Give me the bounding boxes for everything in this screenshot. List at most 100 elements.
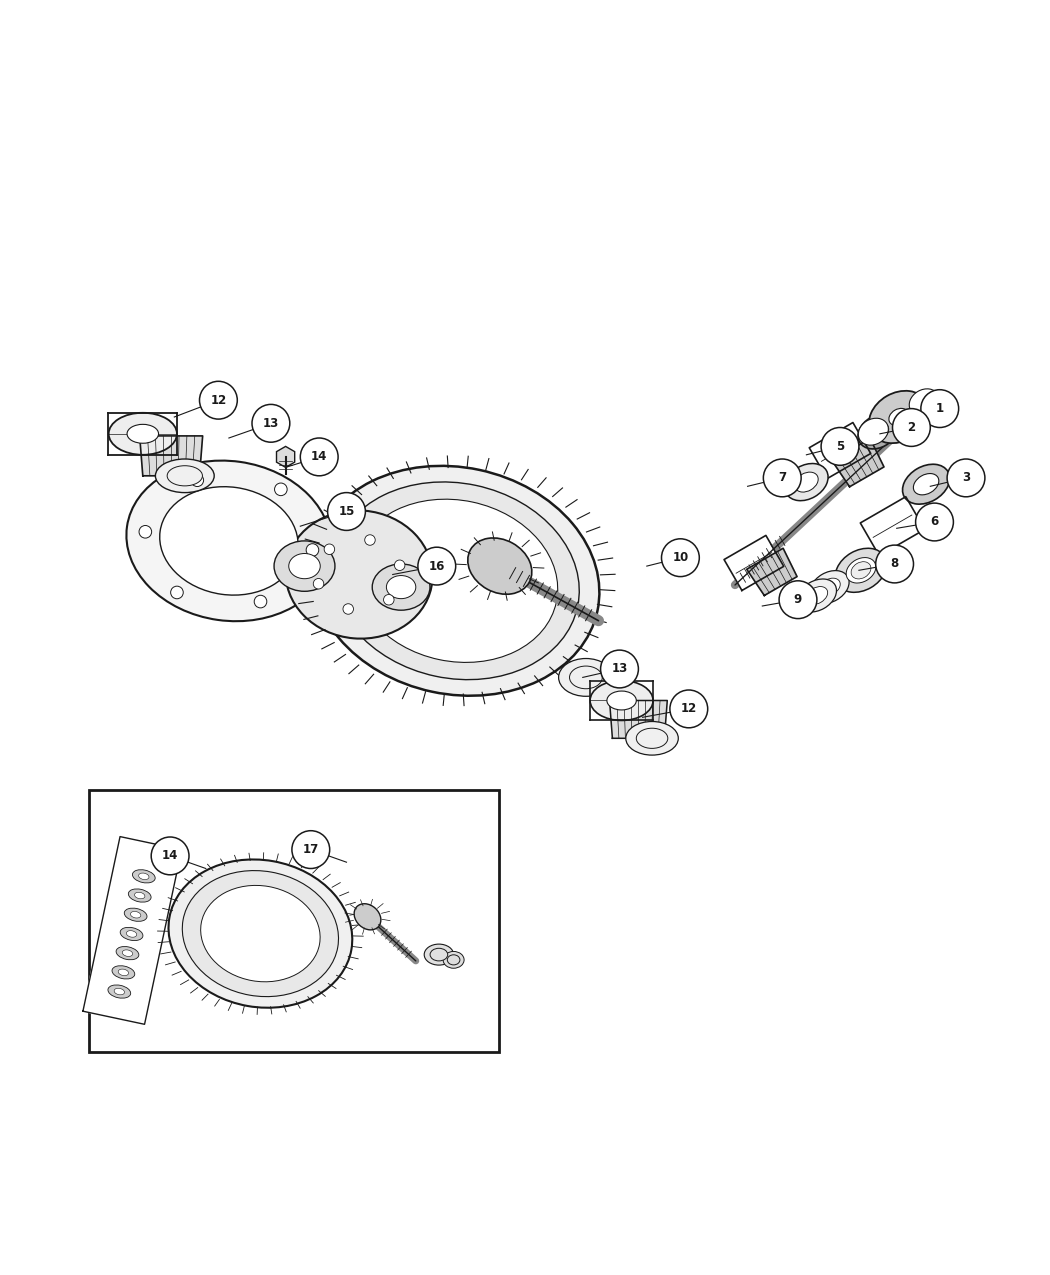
- Circle shape: [821, 427, 859, 465]
- Ellipse shape: [424, 944, 454, 965]
- Text: 3: 3: [962, 472, 970, 484]
- Ellipse shape: [289, 553, 320, 579]
- Circle shape: [947, 459, 985, 497]
- Text: 7: 7: [778, 472, 786, 484]
- Circle shape: [343, 604, 354, 615]
- Circle shape: [254, 595, 267, 608]
- Polygon shape: [810, 422, 870, 478]
- Ellipse shape: [836, 548, 886, 593]
- Ellipse shape: [903, 464, 949, 504]
- Text: 14: 14: [311, 450, 328, 463]
- Ellipse shape: [112, 965, 134, 979]
- Circle shape: [418, 547, 456, 585]
- Ellipse shape: [846, 557, 876, 583]
- Ellipse shape: [167, 465, 203, 486]
- Ellipse shape: [373, 564, 430, 611]
- Ellipse shape: [795, 472, 818, 492]
- Ellipse shape: [312, 465, 600, 696]
- Ellipse shape: [819, 578, 840, 595]
- Circle shape: [876, 546, 914, 583]
- Ellipse shape: [636, 728, 668, 748]
- Ellipse shape: [274, 541, 335, 592]
- Polygon shape: [747, 548, 797, 595]
- Text: 17: 17: [302, 843, 319, 856]
- Circle shape: [763, 459, 801, 497]
- Circle shape: [395, 560, 405, 570]
- Ellipse shape: [109, 413, 176, 455]
- Ellipse shape: [134, 892, 145, 899]
- Ellipse shape: [806, 586, 827, 604]
- Polygon shape: [832, 439, 884, 487]
- Circle shape: [383, 594, 394, 606]
- Ellipse shape: [443, 951, 464, 968]
- Ellipse shape: [354, 500, 558, 663]
- Ellipse shape: [286, 510, 433, 639]
- Ellipse shape: [467, 538, 532, 594]
- Circle shape: [151, 836, 189, 875]
- Circle shape: [328, 492, 365, 530]
- Circle shape: [292, 831, 330, 868]
- Circle shape: [324, 544, 335, 555]
- Circle shape: [191, 474, 204, 487]
- Ellipse shape: [108, 986, 130, 998]
- Circle shape: [364, 534, 375, 546]
- Ellipse shape: [168, 859, 353, 1007]
- Ellipse shape: [332, 482, 580, 680]
- Ellipse shape: [183, 871, 338, 997]
- Ellipse shape: [810, 571, 849, 603]
- Circle shape: [670, 690, 708, 728]
- Polygon shape: [860, 497, 925, 556]
- Ellipse shape: [132, 870, 155, 884]
- Ellipse shape: [128, 889, 151, 903]
- Text: 12: 12: [680, 703, 697, 715]
- Ellipse shape: [386, 575, 416, 599]
- Text: 5: 5: [836, 440, 844, 453]
- Ellipse shape: [784, 464, 828, 501]
- Ellipse shape: [858, 418, 888, 445]
- Ellipse shape: [114, 988, 125, 994]
- FancyBboxPatch shape: [89, 789, 499, 1052]
- Ellipse shape: [430, 949, 447, 961]
- Ellipse shape: [797, 579, 837, 612]
- Ellipse shape: [155, 459, 214, 492]
- Ellipse shape: [869, 391, 928, 444]
- Polygon shape: [724, 536, 783, 590]
- Text: 16: 16: [428, 560, 445, 572]
- Ellipse shape: [130, 912, 141, 918]
- Text: 10: 10: [672, 551, 689, 565]
- Circle shape: [252, 404, 290, 442]
- Ellipse shape: [559, 658, 613, 696]
- Ellipse shape: [201, 885, 320, 982]
- Text: 13: 13: [262, 417, 279, 430]
- Ellipse shape: [126, 460, 332, 621]
- Circle shape: [921, 390, 959, 427]
- Ellipse shape: [120, 927, 143, 941]
- Text: 15: 15: [338, 505, 355, 518]
- Text: 8: 8: [890, 557, 899, 570]
- Circle shape: [171, 586, 184, 599]
- Text: 9: 9: [794, 593, 802, 606]
- Ellipse shape: [867, 422, 888, 441]
- Circle shape: [313, 579, 323, 589]
- Polygon shape: [609, 700, 668, 738]
- Ellipse shape: [858, 414, 898, 449]
- Circle shape: [300, 439, 338, 476]
- Ellipse shape: [852, 562, 870, 579]
- Polygon shape: [83, 836, 182, 1024]
- Text: 2: 2: [907, 421, 916, 434]
- Text: 12: 12: [210, 394, 227, 407]
- Ellipse shape: [119, 969, 128, 975]
- Polygon shape: [140, 436, 203, 476]
- Ellipse shape: [590, 681, 653, 720]
- Ellipse shape: [124, 908, 147, 922]
- Ellipse shape: [139, 873, 149, 880]
- Text: 14: 14: [162, 849, 178, 862]
- Ellipse shape: [117, 946, 139, 960]
- Ellipse shape: [889, 408, 908, 426]
- Text: 1: 1: [936, 402, 944, 416]
- Ellipse shape: [127, 425, 159, 444]
- Circle shape: [892, 408, 930, 446]
- Ellipse shape: [626, 722, 678, 755]
- Circle shape: [307, 543, 319, 556]
- Ellipse shape: [126, 931, 136, 937]
